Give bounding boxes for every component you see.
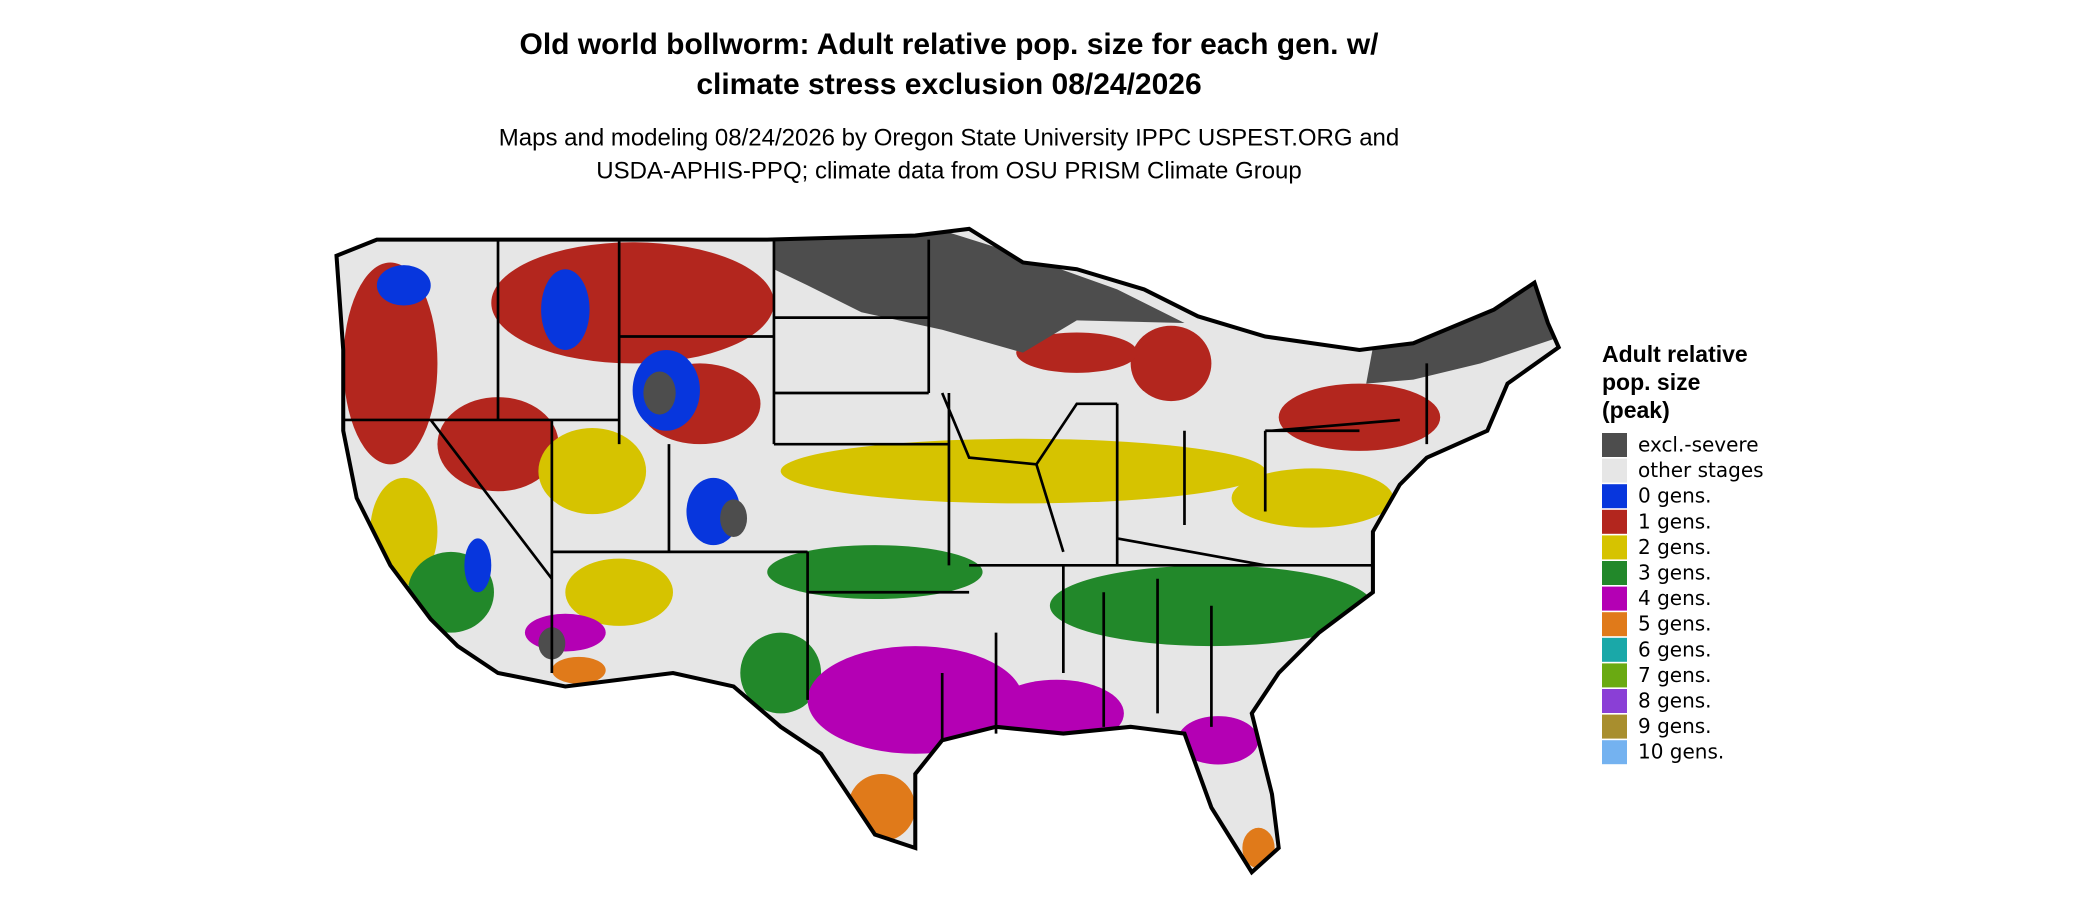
legend-swatch (1602, 637, 1627, 662)
legend-swatch (1602, 714, 1627, 739)
region (524, 613, 606, 652)
region (780, 438, 1266, 504)
legend-label: 0 gens. (1638, 484, 1712, 508)
region (343, 262, 438, 465)
legend-label: 8 gens. (1638, 689, 1712, 713)
legend-label: 10 gens. (1638, 740, 1724, 764)
legend-swatch (1602, 509, 1627, 534)
legend-swatch (1602, 433, 1627, 457)
legend-label: 5 gens. (1638, 612, 1712, 636)
legend-label: 6 gens. (1638, 637, 1712, 661)
legend-label: 3 gens. (1638, 561, 1712, 585)
legend-label: 9 gens. (1638, 714, 1712, 738)
legend-label: excl.-severe (1638, 433, 1759, 457)
legend-label: 2 gens. (1638, 535, 1712, 559)
region (740, 632, 822, 714)
legend: Adult relative pop. size (peak) excl.-se… (1602, 341, 1764, 765)
region (767, 545, 983, 599)
region (464, 538, 492, 593)
legend-label: 4 gens. (1638, 586, 1712, 610)
region (720, 499, 748, 538)
legend-title: pop. size (1602, 369, 1700, 395)
legend-label: 1 gens. (1638, 509, 1712, 533)
us-map (334, 226, 1562, 876)
region (773, 228, 1185, 353)
region (1130, 325, 1212, 402)
legend-swatch (1602, 561, 1627, 585)
region (1049, 565, 1373, 647)
legend-swatch (1602, 484, 1627, 509)
legend-swatch (1602, 458, 1627, 483)
title: climate stress exclusion 08/24/2026 (696, 68, 1201, 101)
regions (343, 228, 1559, 869)
region (491, 242, 774, 364)
legend-title: Adult relative (1602, 341, 1748, 367)
region (538, 428, 647, 515)
region (565, 558, 673, 626)
region (1177, 716, 1259, 765)
legend-swatch (1602, 740, 1627, 765)
legend-swatch (1602, 535, 1627, 560)
legend-swatch (1602, 663, 1627, 688)
legend-label: other stages (1638, 458, 1764, 482)
region (643, 371, 676, 415)
legend-title: (peak) (1602, 397, 1670, 423)
region (1016, 332, 1138, 373)
legend-label: 7 gens. (1638, 663, 1712, 687)
region (376, 265, 431, 306)
region (1366, 275, 1559, 384)
region (541, 269, 590, 350)
title: Old world bollworm: Adult relative pop. … (520, 28, 1380, 61)
region (1231, 468, 1394, 528)
country-border (334, 226, 1562, 876)
legend-swatch (1602, 612, 1627, 637)
region (807, 646, 1023, 754)
state-borders (343, 239, 1429, 741)
region (1278, 383, 1441, 451)
region (551, 656, 606, 684)
legend-swatch (1602, 689, 1627, 713)
legend-swatch (1602, 586, 1627, 611)
subtitle: Maps and modeling 08/24/2026 by Oregon S… (499, 124, 1399, 151)
subtitle: USDA-APHIS-PPQ; climate data from OSU PR… (596, 157, 1302, 184)
